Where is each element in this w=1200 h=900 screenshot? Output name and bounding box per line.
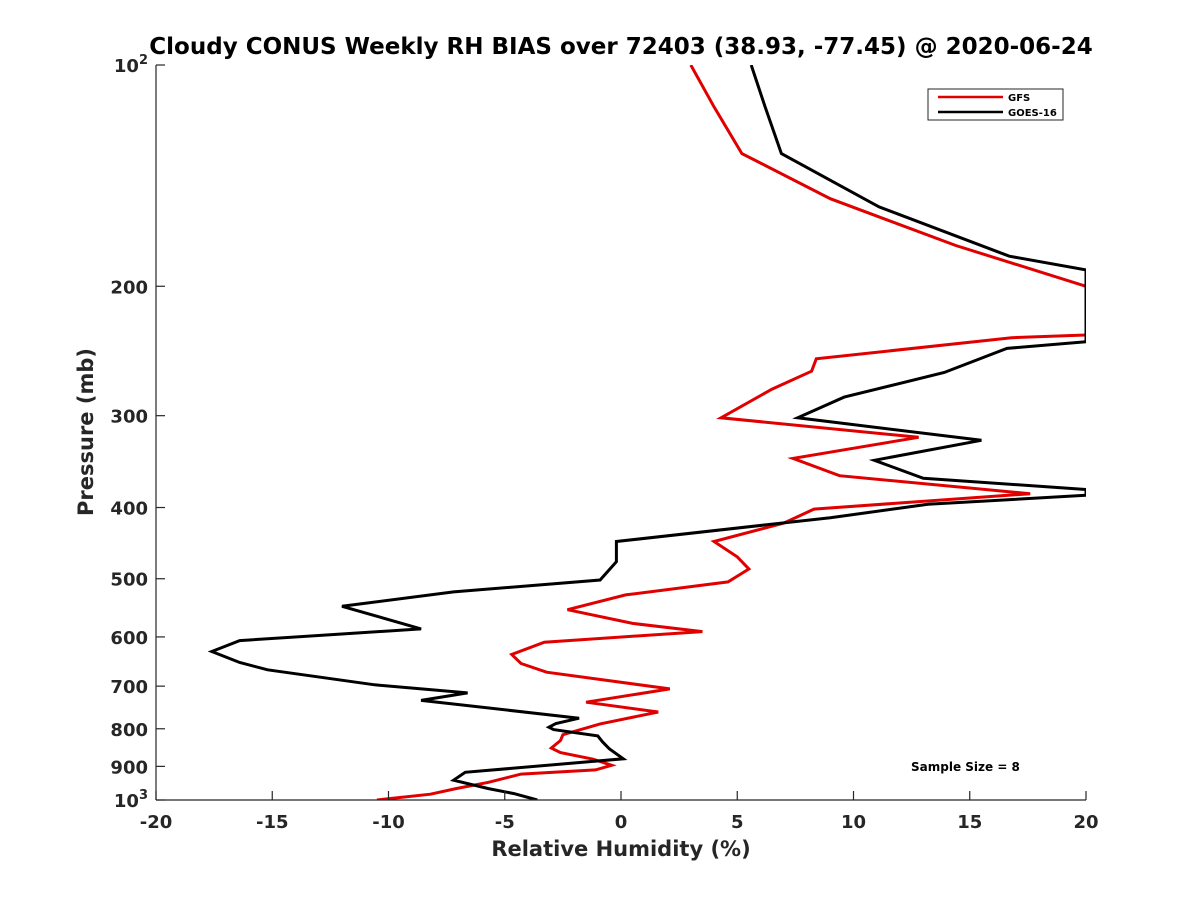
x-tick-label: -15 [256, 812, 289, 833]
y-tick-label: 400 [110, 499, 148, 520]
x-tick-label: 10 [841, 812, 866, 833]
legend-box [927, 88, 1064, 121]
x-tick-label: -20 [140, 812, 173, 833]
y-tick-label: 800 [110, 720, 148, 741]
y-tick-label: 500 [110, 570, 148, 591]
legend-label-gfs: GFS [1008, 93, 1030, 104]
series-line-goes16 [207, 65, 1086, 800]
y-axis-label: Pressure (mb) [74, 348, 98, 516]
y-tick-label: 200 [110, 277, 148, 298]
x-tick-label: -5 [495, 812, 515, 833]
y-axis-ticks: 102 200 300 400 500 600 700 800 900 103 [110, 53, 165, 812]
y-tick-label: 102 [114, 53, 148, 77]
y-tick-label: 103 [114, 788, 148, 812]
legend-label-goes16: GOES-16 [1008, 108, 1057, 119]
x-tick-label: 0 [615, 812, 628, 833]
plot-area [155, 65, 1086, 801]
chart-title: Cloudy CONUS Weekly RH BIAS over 72403 (… [149, 34, 1092, 60]
x-tick-label: 15 [957, 812, 982, 833]
x-tick-label: -10 [372, 812, 405, 833]
x-axis-ticks: -20 -15 -10 -5 0 5 10 15 20 [140, 791, 1099, 833]
series-layer [207, 65, 1086, 800]
x-tick-label: 20 [1073, 812, 1098, 833]
y-tick-label: 300 [110, 407, 148, 428]
x-axis-label: Relative Humidity (%) [491, 837, 750, 861]
legend: GFS GOES-16 [927, 88, 1064, 121]
series-line-gfs [376, 65, 1086, 800]
y-tick-label: 600 [110, 628, 148, 649]
y-tick-label: 900 [110, 757, 148, 778]
sample-size-annotation: Sample Size = 8 [911, 760, 1020, 774]
y-tick-label: 700 [110, 677, 148, 698]
plot-background [156, 65, 1086, 800]
x-tick-label: 5 [731, 812, 744, 833]
